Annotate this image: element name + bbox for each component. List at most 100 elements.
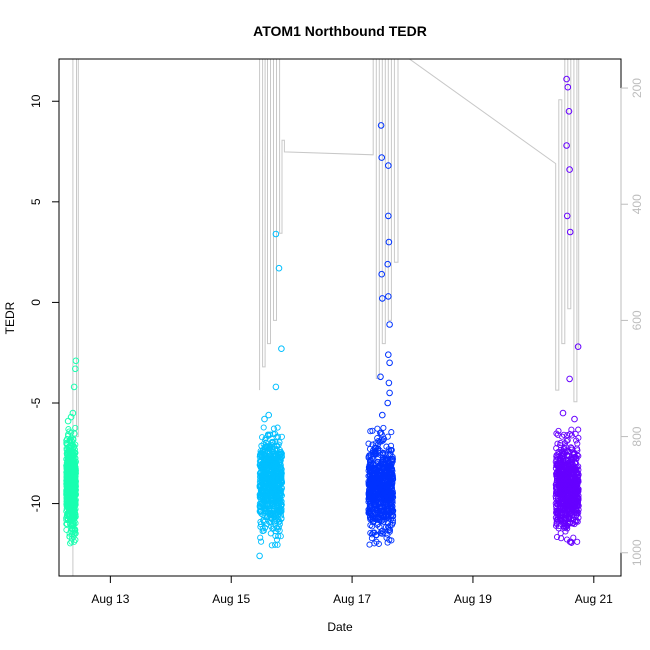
data-point xyxy=(568,488,575,496)
data-point xyxy=(381,465,388,472)
data-point xyxy=(553,456,560,463)
data-point xyxy=(572,430,579,437)
data-point xyxy=(554,453,561,460)
data-point xyxy=(267,446,274,453)
data-point xyxy=(275,486,283,493)
data-point-outlier xyxy=(384,399,392,407)
data-point xyxy=(570,451,577,458)
data-point xyxy=(268,500,275,507)
data-point xyxy=(569,516,576,523)
data-point xyxy=(377,489,384,496)
data-point-outlier xyxy=(563,75,570,83)
data-point xyxy=(69,476,76,483)
x-tick-label: Aug 13 xyxy=(91,592,129,606)
data-point xyxy=(70,489,78,496)
data-point xyxy=(366,508,373,515)
data-point xyxy=(368,483,375,491)
data-point xyxy=(277,464,284,471)
data-point xyxy=(565,462,572,469)
data-point xyxy=(273,536,281,543)
data-point-outlier xyxy=(377,122,385,129)
data-point-outlier xyxy=(386,359,393,367)
data-point xyxy=(68,521,75,528)
data-point xyxy=(575,476,582,484)
y-tick-label: -5 xyxy=(29,397,43,408)
data-point xyxy=(552,493,559,500)
data-point xyxy=(564,498,571,505)
data-point-outlier xyxy=(67,413,75,421)
data-point xyxy=(68,484,75,491)
data-point xyxy=(557,471,565,478)
data-point xyxy=(366,541,373,548)
data-point xyxy=(70,533,77,540)
data-point xyxy=(570,534,577,541)
data-point xyxy=(68,429,75,436)
data-point xyxy=(560,456,567,463)
data-point-outlier xyxy=(574,343,582,351)
series-4-points xyxy=(552,75,582,546)
data-point xyxy=(559,493,566,500)
data-point-outlier xyxy=(379,295,386,302)
data-point xyxy=(367,428,374,435)
data-point xyxy=(278,479,286,486)
data-point xyxy=(271,518,279,525)
data-point xyxy=(273,442,280,450)
data-point xyxy=(556,461,564,468)
data-point xyxy=(555,525,562,532)
data-point xyxy=(72,424,79,431)
data-point xyxy=(66,463,74,470)
data-point xyxy=(67,527,74,534)
overlay-line-layer xyxy=(72,59,580,576)
data-point xyxy=(386,480,393,487)
data-point xyxy=(65,511,72,518)
data-point xyxy=(368,476,375,483)
y-tick-label: 10 xyxy=(29,94,43,108)
data-point xyxy=(564,432,571,439)
data-point-outlier xyxy=(377,373,384,381)
data-point-outlier xyxy=(265,411,273,419)
data-point xyxy=(368,487,375,494)
data-point-outlier xyxy=(385,351,392,359)
data-point-outlier xyxy=(385,162,392,169)
data-point xyxy=(375,520,382,527)
data-point xyxy=(262,455,269,462)
data-point xyxy=(370,501,377,508)
data-point xyxy=(65,456,73,463)
data-point xyxy=(377,507,385,514)
data-point xyxy=(261,524,269,531)
data-point xyxy=(389,519,396,526)
scatter-points-layer xyxy=(63,75,582,560)
data-point xyxy=(378,514,385,521)
data-point xyxy=(554,513,561,521)
data-point xyxy=(374,425,381,432)
data-point xyxy=(389,471,396,479)
data-point xyxy=(276,478,283,485)
data-point xyxy=(372,450,379,457)
data-point-outlier xyxy=(385,379,393,387)
data-point xyxy=(266,456,273,463)
data-point xyxy=(272,439,279,446)
data-point xyxy=(574,538,581,545)
y2-tick-label: 800 xyxy=(630,426,644,446)
data-point xyxy=(568,468,576,475)
data-point xyxy=(553,533,561,541)
data-point xyxy=(562,449,569,456)
data-point xyxy=(573,478,581,485)
data-point xyxy=(386,490,393,497)
data-point xyxy=(568,474,575,481)
series-2-points xyxy=(256,230,286,560)
data-point xyxy=(561,440,569,447)
data-point xyxy=(575,509,582,516)
y2-tick-label: 400 xyxy=(630,194,644,214)
data-point xyxy=(379,437,387,444)
data-point-outlier xyxy=(64,417,72,425)
data-point xyxy=(264,464,271,471)
data-point xyxy=(267,530,274,537)
data-point xyxy=(390,512,397,519)
data-point xyxy=(63,481,70,488)
data-point xyxy=(376,523,383,530)
data-point xyxy=(70,472,77,479)
data-point xyxy=(565,507,572,514)
data-point xyxy=(375,540,382,547)
data-point xyxy=(258,473,266,480)
